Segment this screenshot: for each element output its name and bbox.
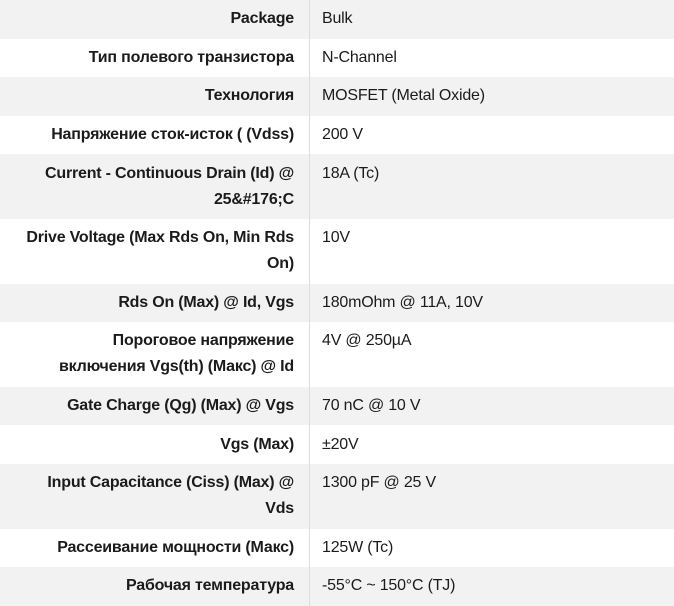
spec-label: Package bbox=[0, 0, 310, 39]
spec-value: 18A (Tc) bbox=[322, 164, 380, 182]
spec-value: 1300 pF @ 25 V bbox=[322, 474, 436, 492]
spec-label: Drive Voltage (Max Rds On, Min Rds On) bbox=[0, 218, 310, 284]
spec-label: Рассеивание мощности (Макс) bbox=[0, 528, 310, 568]
spec-value: 180mOhm @ 11A, 10V bbox=[322, 293, 483, 311]
spec-label: Gate Charge (Qg) (Max) @ Vgs bbox=[0, 386, 310, 426]
spec-value: ±20V bbox=[322, 435, 359, 453]
spec-value: Bulk bbox=[322, 10, 353, 28]
table-row: Рассеивание мощности (Макс) 125W (Tc) bbox=[0, 528, 674, 568]
spec-value: 70 nC @ 10 V bbox=[322, 397, 421, 415]
spec-label: Технология bbox=[0, 77, 310, 116]
spec-value: -55°C ~ 150°C (TJ) bbox=[322, 577, 456, 595]
spec-label: Тип полевого транзистора bbox=[0, 38, 310, 78]
table-row: Current - Continuous Drain (Id) @ 25&#17… bbox=[0, 154, 674, 219]
table-row: Package Bulk bbox=[0, 0, 674, 39]
spec-label: Current - Continuous Drain (Id) @ 25&#17… bbox=[0, 154, 310, 219]
table-row: Напряжение сток-исток ( (Vdss) 200 V bbox=[0, 115, 674, 155]
table-row: Рабочая температура -55°C ~ 150°C (TJ) bbox=[0, 567, 674, 606]
spec-label: Пороговое напряжение включения Vgs(th) (… bbox=[0, 322, 310, 387]
spec-value: 10V bbox=[322, 229, 350, 247]
table-row: Gate Charge (Qg) (Max) @ Vgs 70 nC @ 10 … bbox=[0, 386, 674, 426]
spec-label: Input Capacitance (Ciss) (Max) @ Vds bbox=[0, 463, 310, 529]
table-row: Drive Voltage (Max Rds On, Min Rds On) 1… bbox=[0, 218, 674, 284]
spec-value: 125W (Tc) bbox=[322, 538, 394, 556]
table-row: Rds On (Max) @ Id, Vgs 180mOhm @ 11A, 10… bbox=[0, 283, 674, 323]
spec-label: Rds On (Max) @ Id, Vgs bbox=[0, 283, 310, 323]
table-row: Vgs (Max) ±20V bbox=[0, 425, 674, 464]
spec-value: 200 V bbox=[322, 126, 363, 144]
table-row: Технология MOSFET (Metal Oxide) bbox=[0, 77, 674, 116]
table-row: Тип полевого транзистора N-Channel bbox=[0, 38, 674, 78]
table-row: Пороговое напряжение включения Vgs(th) (… bbox=[0, 322, 674, 387]
table-row: Input Capacitance (Ciss) (Max) @ Vds 130… bbox=[0, 463, 674, 529]
spec-label: Напряжение сток-исток ( (Vdss) bbox=[0, 115, 310, 155]
spec-label: Vgs (Max) bbox=[0, 425, 310, 464]
spec-value: N-Channel bbox=[322, 48, 397, 66]
spec-value: 4V @ 250µA bbox=[322, 332, 412, 350]
spec-label: Рабочая температура bbox=[0, 567, 310, 606]
spec-value: MOSFET (Metal Oxide) bbox=[322, 87, 485, 105]
